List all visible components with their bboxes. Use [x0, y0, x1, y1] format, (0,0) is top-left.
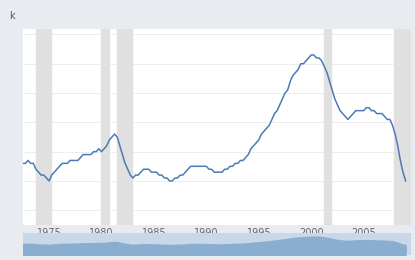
Bar	[36, 29, 51, 225]
Bar	[117, 29, 132, 225]
Bar	[394, 29, 411, 225]
Bar	[325, 29, 331, 225]
Bar	[102, 29, 108, 225]
Text: k: k	[9, 11, 15, 21]
